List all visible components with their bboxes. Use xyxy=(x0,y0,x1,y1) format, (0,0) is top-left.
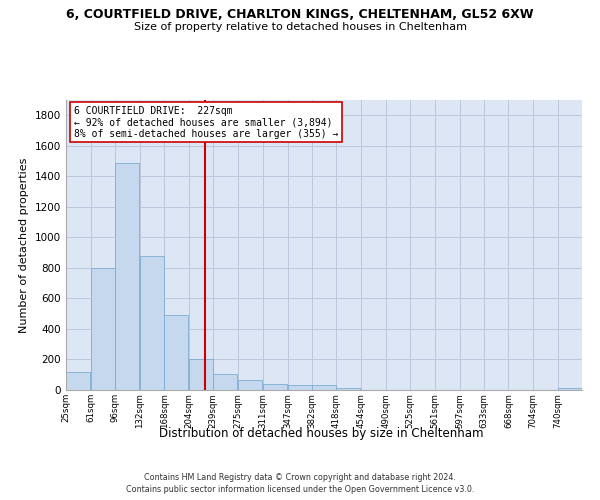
Bar xyxy=(91,268,115,390)
Y-axis label: Number of detached properties: Number of detached properties xyxy=(19,158,29,332)
Text: Size of property relative to detached houses in Cheltenham: Size of property relative to detached ho… xyxy=(133,22,467,32)
Bar xyxy=(164,315,188,390)
Text: Contains public sector information licensed under the Open Government Licence v3: Contains public sector information licen… xyxy=(126,485,474,494)
Bar xyxy=(238,380,262,390)
Bar xyxy=(189,358,213,390)
Text: 6 COURTFIELD DRIVE:  227sqm
← 92% of detached houses are smaller (3,894)
8% of s: 6 COURTFIELD DRIVE: 227sqm ← 92% of deta… xyxy=(74,106,338,139)
Bar xyxy=(263,384,287,390)
Bar xyxy=(337,388,361,390)
Text: Contains HM Land Registry data © Crown copyright and database right 2024.: Contains HM Land Registry data © Crown c… xyxy=(144,472,456,482)
Bar xyxy=(558,388,582,390)
Bar xyxy=(287,384,311,390)
Bar xyxy=(140,256,164,390)
Bar xyxy=(66,372,90,390)
Bar xyxy=(115,162,139,390)
Text: Distribution of detached houses by size in Cheltenham: Distribution of detached houses by size … xyxy=(159,428,483,440)
Bar xyxy=(311,386,335,390)
Bar xyxy=(213,374,238,390)
Text: 6, COURTFIELD DRIVE, CHARLTON KINGS, CHELTENHAM, GL52 6XW: 6, COURTFIELD DRIVE, CHARLTON KINGS, CHE… xyxy=(66,8,534,20)
